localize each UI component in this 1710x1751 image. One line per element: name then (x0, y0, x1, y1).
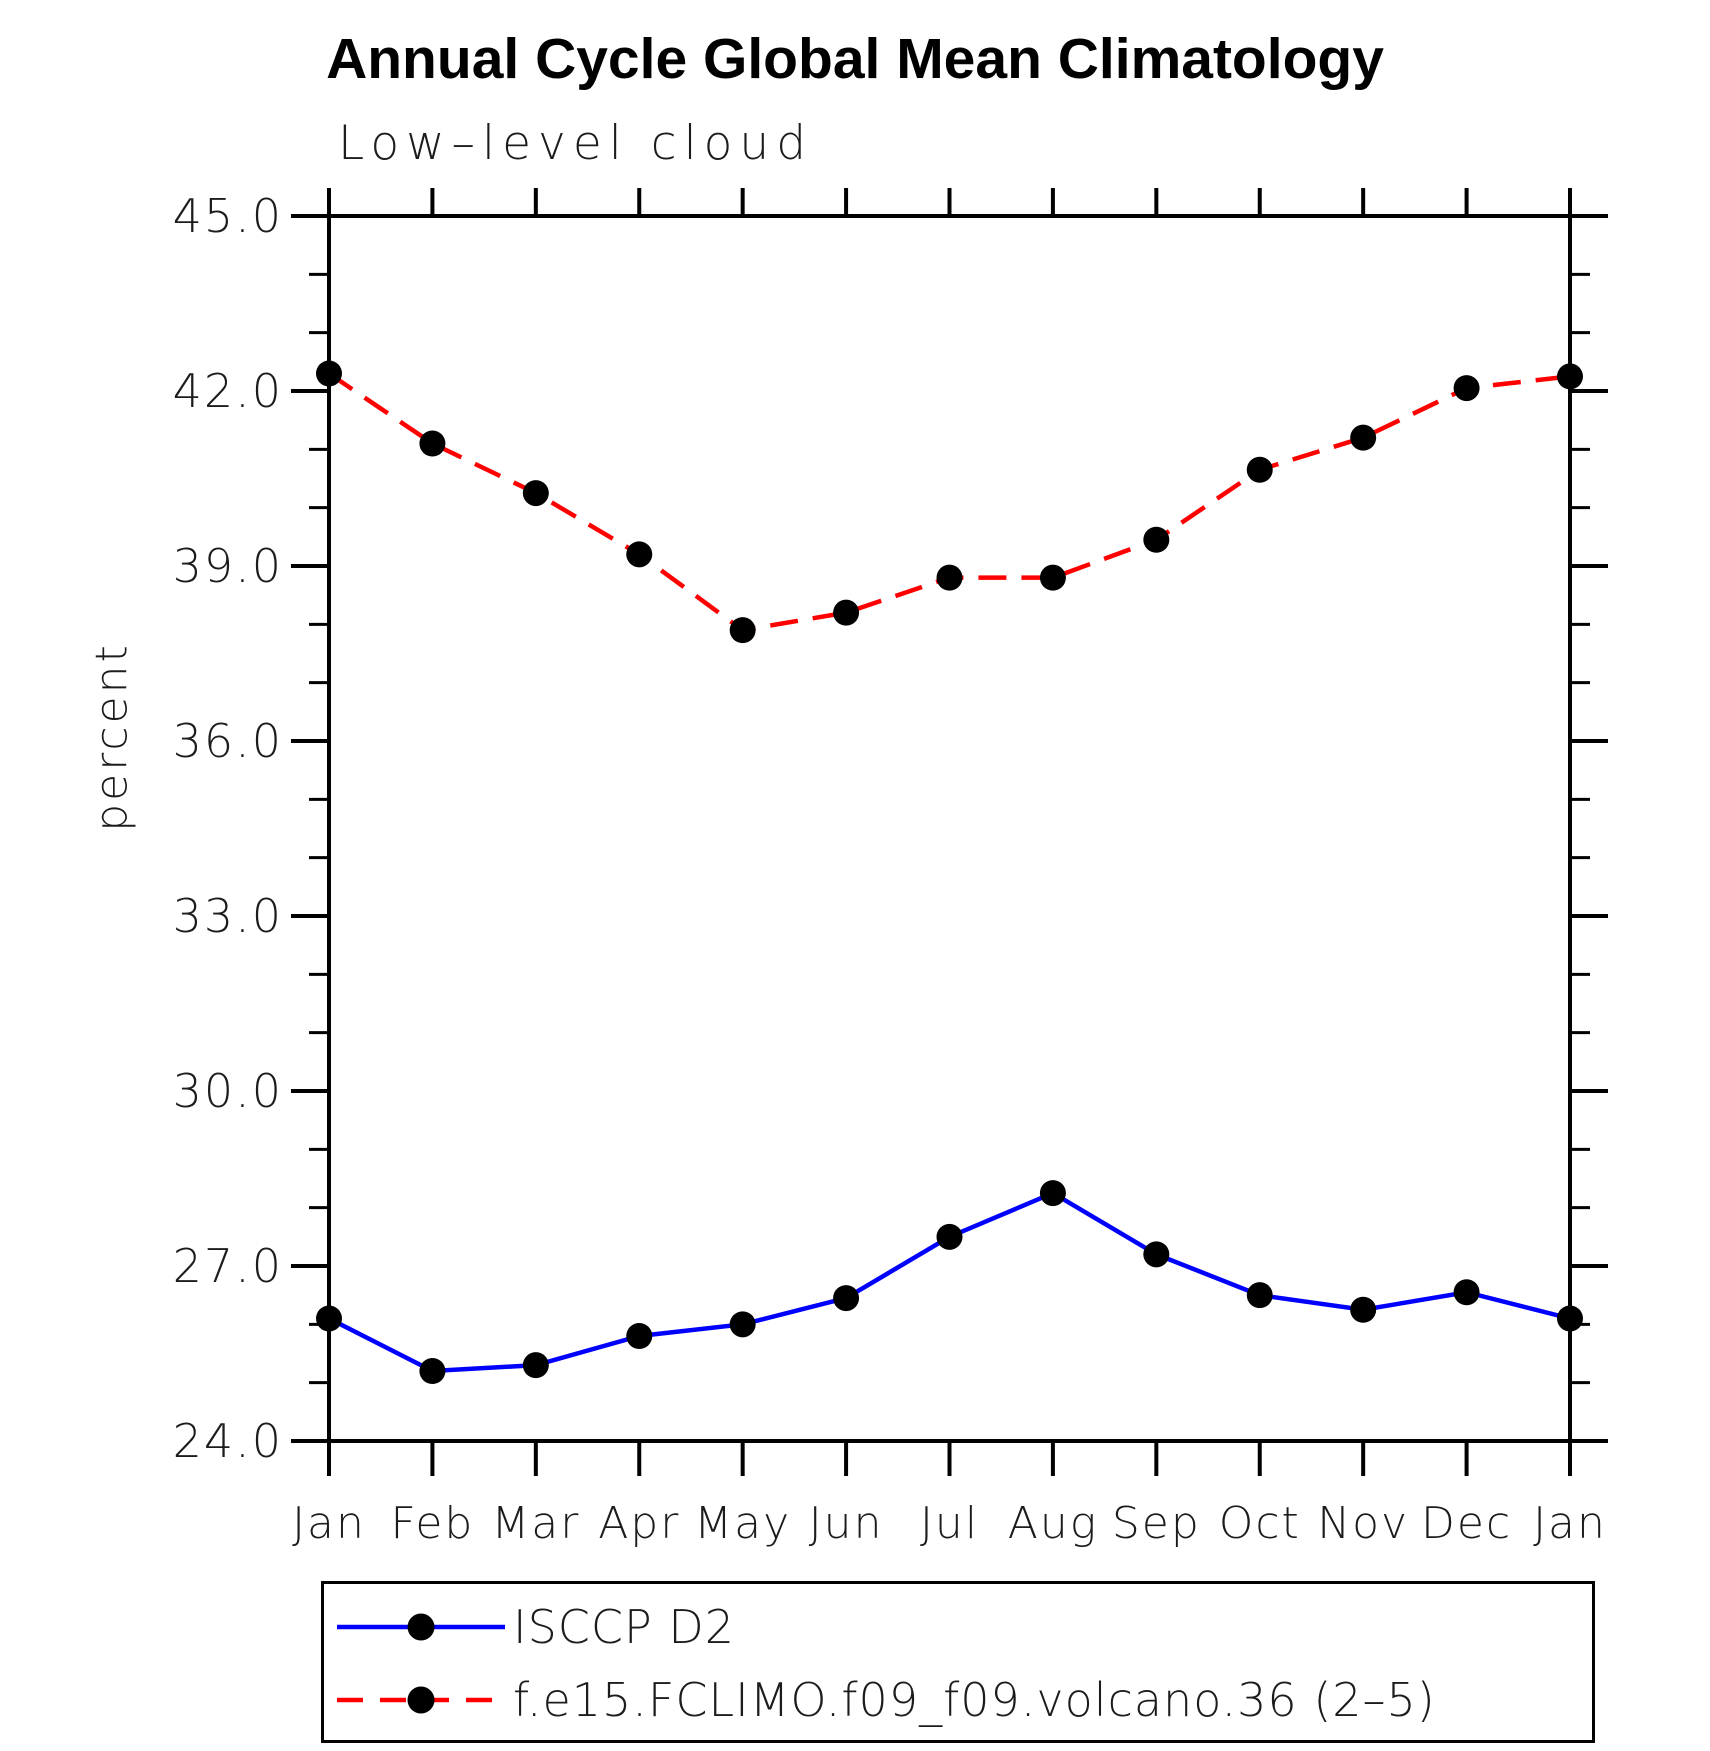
data-point-marker (522, 1352, 549, 1379)
x-tick-label: May (694, 1498, 791, 1549)
data-point-marker (1039, 564, 1066, 591)
data-point-marker (729, 617, 756, 644)
chart-title: Annual Cycle Global Mean Climatology (326, 27, 1384, 91)
data-point-marker (316, 360, 342, 387)
x-tick-label: Nov (1317, 1498, 1409, 1549)
legend-label-isccp-d2: ISCCP D2 (513, 1600, 736, 1654)
data-point-marker (1453, 1279, 1480, 1306)
data-point-marker (316, 1305, 342, 1332)
data-point-marker (626, 541, 653, 568)
data-point-marker (1350, 424, 1377, 451)
y-tick-label: 36.0 (173, 714, 283, 768)
data-point-marker (1557, 1305, 1583, 1332)
legend-item-model-run: f.e15.FCLIMO.f09_f09.volcano.36 (2–5) (331, 1673, 1436, 1727)
data-point-marker (626, 1323, 653, 1349)
legend: ISCCP D2 f.e15.FCLIMO.f09_f09.volcano.36… (321, 1581, 1595, 1743)
data-point-marker (1246, 456, 1273, 483)
legend-item-isccp-d2: ISCCP D2 (331, 1600, 735, 1654)
data-point-marker (522, 480, 549, 507)
data-point-marker (936, 1223, 963, 1250)
x-tick-label: Jul (920, 1498, 979, 1549)
y-tick-label: 39.0 (173, 539, 283, 593)
legend-marker-dot (407, 1613, 435, 1641)
data-point-marker (833, 599, 860, 626)
data-point-marker (833, 1285, 860, 1312)
y-tick-label: 42.0 (173, 364, 283, 418)
data-point-marker (419, 1358, 446, 1384)
x-tick-label: Dec (1421, 1498, 1512, 1549)
legend-swatch-solid-line (337, 1613, 505, 1641)
y-tick-label: 33.0 (173, 889, 283, 943)
data-point-marker (729, 1311, 756, 1338)
series-line-0 (327, 1190, 1571, 1374)
data-point-marker (419, 430, 446, 457)
data-point-marker (1246, 1282, 1273, 1309)
plot-frame (327, 214, 1572, 1443)
x-tick-label: Mar (491, 1498, 580, 1549)
y-tick-label: 45.0 (173, 189, 283, 243)
x-tick-label: Apr (598, 1498, 680, 1549)
legend-marker-dot (407, 1686, 435, 1714)
x-tick-label: Aug (1008, 1498, 1098, 1549)
chart-subtitle: Low–level cloud (338, 116, 814, 171)
data-point-marker (1557, 363, 1583, 390)
x-tick-label: Feb (390, 1498, 474, 1549)
x-tick-label: Jun (809, 1498, 884, 1549)
x-tick-label: Oct (1219, 1498, 1301, 1549)
data-point-marker (936, 564, 963, 591)
y-tick-label: 27.0 (173, 1239, 283, 1293)
legend-label-model-run: f.e15.FCLIMO.f09_f09.volcano.36 (2–5) (513, 1673, 1436, 1727)
data-point-marker (1350, 1296, 1377, 1323)
data-point-marker (1143, 526, 1170, 553)
x-tick-label: Jan (292, 1498, 366, 1549)
series-line-1 (327, 371, 1571, 633)
y-tick-label: 30.0 (173, 1064, 283, 1118)
x-tick-label: Jan (1533, 1498, 1607, 1549)
x-tick-label: Sep (1112, 1498, 1201, 1549)
y-tick-label: 24.0 (173, 1414, 283, 1468)
data-point-marker (1453, 375, 1480, 402)
data-point-marker (1143, 1241, 1170, 1268)
legend-swatch-dashed-line (337, 1686, 505, 1714)
data-point-marker (1039, 1180, 1066, 1207)
